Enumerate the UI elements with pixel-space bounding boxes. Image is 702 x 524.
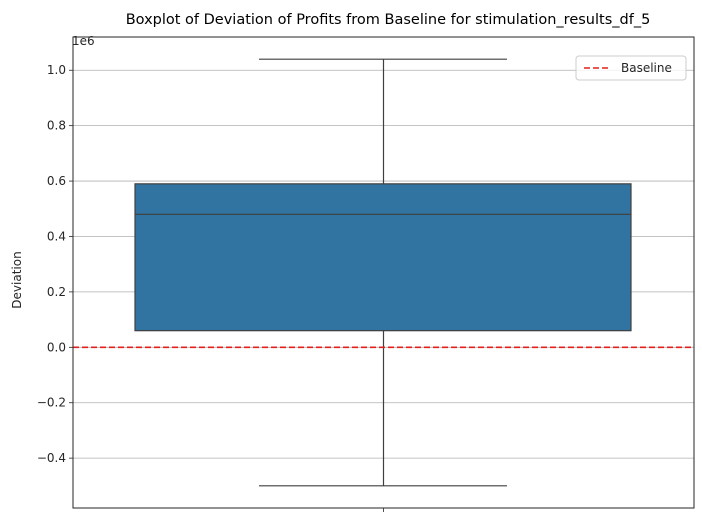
y-tick-label: −0.2 [37,396,66,410]
iqr-box [134,183,632,332]
y-tick-label: 1.0 [47,63,66,77]
y-tick-label: −0.4 [37,451,66,465]
y-tick-label: 0.8 [47,119,66,133]
y-tick-label: 0.2 [47,285,66,299]
y-tick-label: 0.6 [47,174,66,188]
y-tick-label: 0.0 [47,340,66,354]
y-axis-label: Deviation [10,251,24,308]
legend-frame [575,55,687,81]
legend: Baseline [575,55,687,81]
legend-entry-baseline: Baseline [621,61,672,75]
y-offset-label: 1e6 [72,34,95,48]
y-tick-label: 0.4 [47,229,66,243]
chart-title: Boxplot of Deviation of Profits from Bas… [126,12,651,28]
